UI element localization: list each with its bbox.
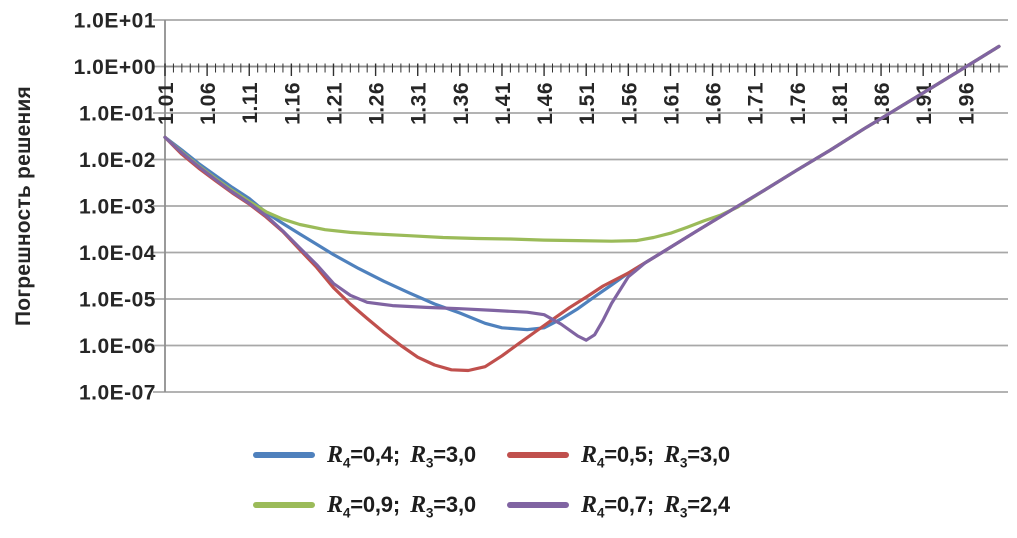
x-tick-label: 1.81 bbox=[829, 82, 852, 125]
x-tick-label: 1.21 bbox=[323, 82, 346, 125]
legend: R4=0,4; R3=3,0 R4=0,5; R3=3,0 R4=0,9; R3=3… bbox=[253, 430, 730, 530]
y-tick-label: 1.0E+01 bbox=[74, 10, 156, 33]
y-tick-label: 1.0E-06 bbox=[79, 335, 156, 358]
x-tick-label: 1.31 bbox=[408, 82, 431, 125]
x-tick-label: 1.26 bbox=[366, 82, 389, 125]
legend-swatch bbox=[507, 452, 569, 458]
x-tick-label: 1.66 bbox=[703, 82, 726, 125]
legend-label: R4=0,9; R3=3,0 bbox=[327, 491, 476, 520]
legend-item-0: R4=0,4; R3=3,0 bbox=[253, 430, 507, 480]
x-tick-label: 1.91 bbox=[913, 82, 936, 125]
legend-item-2: R4=0,9; R3=3,0 bbox=[253, 480, 507, 530]
legend-label: R4=0,4; R3=3,0 bbox=[327, 441, 476, 470]
x-tick-label: 1.41 bbox=[492, 82, 515, 125]
legend-swatch bbox=[253, 502, 315, 508]
x-tick-label: 1.61 bbox=[660, 82, 683, 125]
y-tick-label: 1.0E+00 bbox=[74, 56, 156, 79]
x-tick-label: 1.36 bbox=[450, 82, 473, 125]
x-tick-label: 1.01 bbox=[155, 82, 178, 125]
legend-label: R4=0,5; R3=3,0 bbox=[581, 441, 730, 470]
x-tick-label: 1.06 bbox=[197, 82, 220, 125]
legend-swatch bbox=[507, 502, 569, 508]
x-tick-label: 1.51 bbox=[576, 82, 599, 125]
y-tick-label: 1.0E-07 bbox=[79, 382, 156, 405]
legend-label: R4=0,7; R3=2,4 bbox=[581, 491, 730, 520]
x-tick-label: 1.56 bbox=[618, 82, 641, 125]
y-tick-label: 1.0E-02 bbox=[79, 149, 156, 172]
x-tick-label: 1.96 bbox=[955, 82, 978, 125]
legend-item-3: R4=0,7; R3=2,4 bbox=[507, 480, 730, 530]
series-line-2 bbox=[163, 44, 1001, 243]
x-tick-label: 1.16 bbox=[281, 82, 304, 125]
x-tick-label: 1.71 bbox=[745, 82, 768, 125]
y-tick-label: 1.0E-03 bbox=[79, 196, 156, 219]
y-tick-label: 1.0E-05 bbox=[79, 289, 156, 312]
legend-item-1: R4=0,5; R3=3,0 bbox=[507, 430, 730, 480]
x-tick-label: 1.76 bbox=[787, 82, 810, 125]
legend-swatch bbox=[253, 452, 315, 458]
plot-area: Погрешность решения 1.0E+01 1.0E+00 1.0E-0… bbox=[12, 10, 1008, 405]
y-axis-title: Погрешность решения bbox=[12, 86, 35, 326]
x-tick-label: 1.46 bbox=[534, 82, 557, 125]
series-line-3 bbox=[163, 44, 1001, 342]
y-tick-label: 1.0E-04 bbox=[79, 242, 156, 265]
x-tick-label: 1.11 bbox=[239, 82, 262, 124]
y-tick-label: 1.0E-01 bbox=[79, 103, 156, 126]
